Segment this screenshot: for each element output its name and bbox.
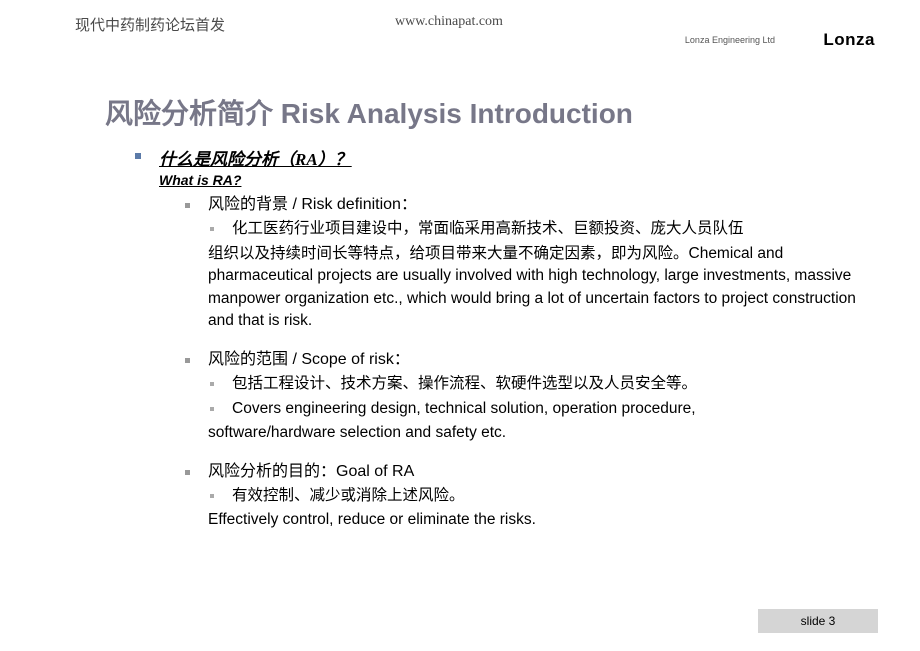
item-label: 风险分析的目的：Goal of RA — [208, 461, 414, 483]
section-heading: 什么是风险分析（RA）？ — [135, 145, 875, 170]
content-area: 什么是风险分析（RA）？ What is RA? 风险的背景 / Risk de… — [135, 145, 875, 532]
item-text-cont: 组织以及持续时间长等特点，给项目带来大量不确定因素，即为风险。Chemical … — [208, 243, 875, 333]
slide-number: slide 3 — [801, 614, 836, 628]
item-text: Covers engineering design, technical sol… — [232, 398, 696, 420]
slide-title: 风险分析简介 Risk Analysis Introduction — [105, 92, 633, 132]
item-scope: 风险的范围 / Scope of risk： — [185, 349, 875, 371]
item-text-cont: software/hardware selection and safety e… — [208, 422, 875, 444]
item-text: 包括工程设计、技术方案、操作流程、软硬件选型以及人员安全等。 — [232, 373, 697, 395]
bullet-square-icon — [185, 203, 190, 208]
bullet-square-icon — [210, 494, 214, 498]
item-text-plain: Effectively control, reduce or eliminate… — [208, 509, 875, 531]
slide-number-bar: slide 3 — [758, 609, 878, 633]
bullet-square-icon — [185, 470, 190, 475]
item-text: 有效控制、减少或消除上述风险。 — [232, 485, 465, 507]
header-engineering-text: Lonza Engineering Ltd — [685, 35, 775, 45]
bullet-square-icon — [210, 382, 214, 386]
item-label: 风险的范围 / Scope of risk： — [208, 349, 410, 371]
header-center-url: www.chinapat.com — [395, 14, 503, 30]
bullet-square-icon — [210, 407, 214, 411]
item-detail: 包括工程设计、技术方案、操作流程、软硬件选型以及人员安全等。 — [210, 373, 875, 395]
item-text: 化工医药行业项目建设中，常面临采用高新技术、巨额投资、庞大人员队伍 — [232, 218, 744, 240]
item-goal: 风险分析的目的：Goal of RA — [185, 461, 875, 483]
bullet-square-icon — [210, 227, 214, 231]
header-left-text: 现代中药制药论坛首发 — [75, 14, 225, 35]
heading-en: What is RA? — [159, 172, 875, 188]
bullet-square-icon — [185, 358, 190, 363]
item-definition: 风险的背景 / Risk definition： — [185, 194, 875, 216]
item-detail: Covers engineering design, technical sol… — [210, 398, 875, 420]
item-label: 风险的背景 / Risk definition： — [208, 194, 417, 216]
item-detail: 化工医药行业项目建设中，常面临采用高新技术、巨额投资、庞大人员队伍 — [210, 218, 875, 240]
bullet-square-icon — [135, 153, 141, 159]
lonza-logo: Lonza — [823, 30, 875, 50]
heading-cn: 什么是风险分析（RA）？ — [159, 145, 352, 170]
item-detail: 有效控制、减少或消除上述风险。 — [210, 485, 875, 507]
